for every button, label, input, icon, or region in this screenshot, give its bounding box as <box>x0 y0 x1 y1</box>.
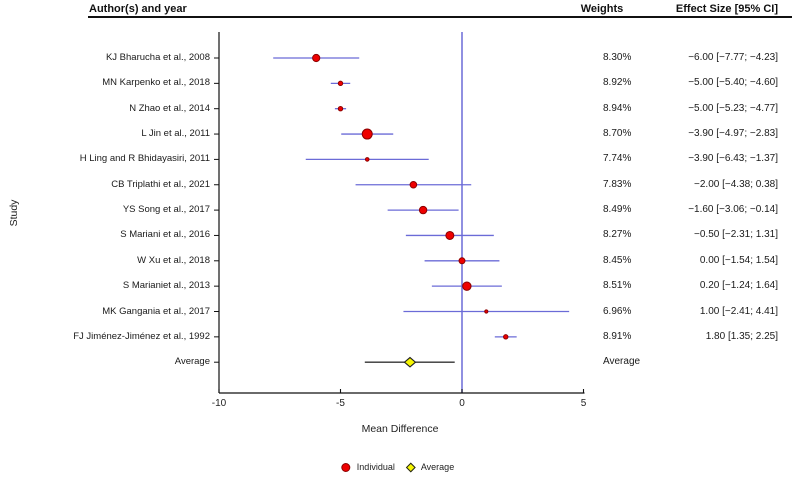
study-label: S Mariani et al., 2016 <box>120 229 210 241</box>
weight-value: 7.74% <box>603 153 632 165</box>
effect-size-value: 1.80 [1.35; 2.25] <box>705 330 778 342</box>
weight-value: 8.49% <box>603 204 632 216</box>
effect-point <box>462 281 472 291</box>
study-label: CB Triplathi et al., 2021 <box>111 178 210 190</box>
weight-value: 7.83% <box>603 178 632 190</box>
study-label: YS Song et al., 2017 <box>122 204 210 216</box>
study-label: Average <box>174 356 210 368</box>
weight-value: 8.45% <box>603 254 632 266</box>
average-diamond <box>403 356 417 368</box>
effect-point <box>409 180 418 189</box>
legend-label-individual: Individual <box>356 462 395 472</box>
study-label: W Xu et al., 2018 <box>137 254 210 266</box>
effect-size-value: 1.00 [−2.41; 4.41] <box>699 305 778 317</box>
effect-point <box>364 157 370 162</box>
effect-size-column-header: Effect Size [95% CI] <box>675 3 778 15</box>
author-column-header: Author(s) and year <box>89 3 187 15</box>
study-label: H Ling and R Bhidayasiri, 2011 <box>79 153 210 165</box>
x-axis-title: Mean Difference <box>361 423 439 435</box>
effect-point <box>312 53 321 63</box>
study-label: MN Karpenko et al., 2018 <box>102 77 210 89</box>
x-tick-label: 0 <box>459 398 465 409</box>
effect-point <box>337 80 344 87</box>
legend-item-individual: Individual <box>340 462 395 472</box>
weights-column-header: Weights <box>580 3 624 15</box>
effect-point <box>484 309 489 314</box>
individual-point-icon <box>340 462 350 472</box>
x-tick-label: -5 <box>336 398 345 409</box>
effect-size-value: −3.90 [−4.97; −2.83] <box>688 128 778 140</box>
study-label: KJ Bharucha et al., 2008 <box>105 52 210 63</box>
effect-size-value: 0.00 [−1.54; 1.54] <box>699 254 778 266</box>
effect-point <box>337 106 344 112</box>
x-tick-label: -10 <box>211 398 227 409</box>
effect-point <box>418 205 428 215</box>
effect-point <box>458 257 466 265</box>
effect-point <box>361 128 373 140</box>
legend-item-average: Average <box>405 462 455 472</box>
study-label: S Marianiet al., 2013 <box>122 280 210 292</box>
legend-label-average: Average <box>420 462 455 472</box>
effect-point <box>445 230 455 240</box>
effect-size-value: −1.60 [−3.06; −0.14] <box>688 204 778 216</box>
effect-size-value: −2.00 [−4.38; 0.38] <box>694 178 778 190</box>
weight-value: 8.91% <box>603 330 632 342</box>
weight-value: 8.92% <box>603 77 632 89</box>
study-label: FJ Jiménez-Jiménez et al., 1992 <box>73 330 210 342</box>
study-label: MK Gangania et al., 2017 <box>102 305 210 317</box>
study-label: N Zhao et al., 2014 <box>129 102 210 114</box>
weight-value: 8.30% <box>603 52 632 63</box>
weight-value: 8.94% <box>603 102 632 114</box>
effect-size-value: 0.20 [−1.24; 1.64] <box>699 280 778 292</box>
plot-legend: Individual Average <box>340 462 455 472</box>
effect-point <box>503 334 509 340</box>
x-tick-label: 5 <box>580 398 587 409</box>
weight-value: 6.96% <box>603 305 632 317</box>
study-label: L Jin et al., 2011 <box>141 128 210 140</box>
effect-size-value: −3.90 [−6.43; −1.37] <box>688 153 778 165</box>
weight-value: Average <box>603 356 641 368</box>
effect-size-value: −6.00 [−7.77; −4.23] <box>688 52 778 63</box>
effect-size-value: −5.00 [−5.23; −4.77] <box>688 102 778 114</box>
average-diamond-icon <box>405 462 416 472</box>
effect-size-value: −5.00 [−5.40; −4.60] <box>688 77 778 89</box>
effect-size-value: −0.50 [−2.31; 1.31] <box>694 229 778 241</box>
weight-value: 8.70% <box>603 128 632 140</box>
weight-value: 8.27% <box>603 229 632 241</box>
header-underline-rule <box>88 16 792 18</box>
weight-value: 8.51% <box>603 280 632 292</box>
